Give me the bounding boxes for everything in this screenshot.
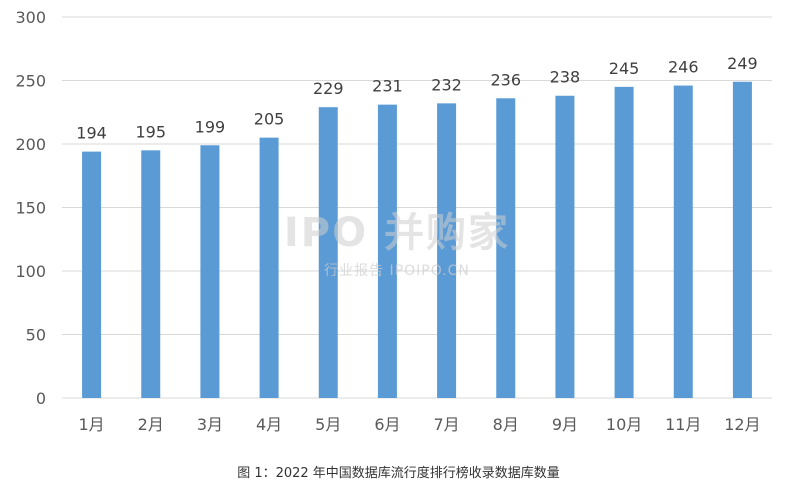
x-tick-label: 2月	[138, 415, 164, 434]
bar	[732, 81, 752, 399]
x-tick-label: 3月	[197, 415, 223, 434]
bar	[82, 151, 102, 398]
y-tick-label: 100	[15, 262, 46, 281]
gridlines	[62, 16, 772, 399]
bar	[614, 86, 634, 398]
bar	[200, 145, 220, 398]
x-tick-label: 9月	[552, 415, 578, 434]
data-label: 194	[76, 124, 107, 143]
y-tick-label: 200	[15, 135, 46, 154]
data-label: 249	[727, 54, 758, 73]
x-tick-label: 4月	[256, 415, 282, 434]
bar	[318, 107, 338, 399]
data-label: 245	[609, 59, 640, 78]
data-label: 236	[490, 70, 521, 89]
x-axis: 1月 2月 3月 4月 5月 6月 7月 8月 9月 10月 11月 12月	[78, 415, 760, 434]
y-tick-label: 0	[36, 389, 46, 408]
data-labels: 194 195 199 205 229 231 232 236 238 245 246 249	[76, 54, 757, 143]
data-label: 199	[195, 117, 226, 136]
x-tick-label: 1月	[78, 415, 104, 434]
data-label: 229	[313, 79, 344, 98]
bar-series	[82, 81, 752, 399]
y-tick-label: 250	[15, 72, 46, 91]
bar	[377, 104, 397, 398]
data-label: 195	[135, 122, 166, 141]
x-tick-label: 6月	[374, 415, 400, 434]
y-tick-label: 50	[26, 326, 46, 345]
bar	[437, 103, 457, 399]
data-label: 246	[668, 58, 699, 77]
bar	[496, 98, 516, 398]
data-label: 231	[372, 77, 403, 96]
y-tick-label: 300	[15, 8, 46, 27]
bar	[555, 95, 575, 399]
y-tick-label: 150	[15, 199, 46, 218]
x-tick-label: 12月	[724, 415, 760, 434]
data-label: 205	[254, 110, 285, 129]
bar	[673, 85, 693, 398]
data-label: 238	[550, 68, 581, 87]
data-label: 232	[431, 75, 462, 94]
figure-caption: 图 1：2022 年中国数据库流行度排行榜收录数据库数量	[237, 466, 560, 481]
x-tick-label: 10月	[606, 415, 642, 434]
x-tick-label: 8月	[493, 415, 519, 434]
x-tick-label: 11月	[665, 415, 701, 434]
bar	[141, 150, 161, 398]
x-tick-label: 7月	[433, 415, 459, 434]
y-axis: 0 50 100 150 200 250 300	[15, 8, 46, 408]
bar	[259, 137, 279, 398]
x-tick-label: 5月	[315, 415, 341, 434]
